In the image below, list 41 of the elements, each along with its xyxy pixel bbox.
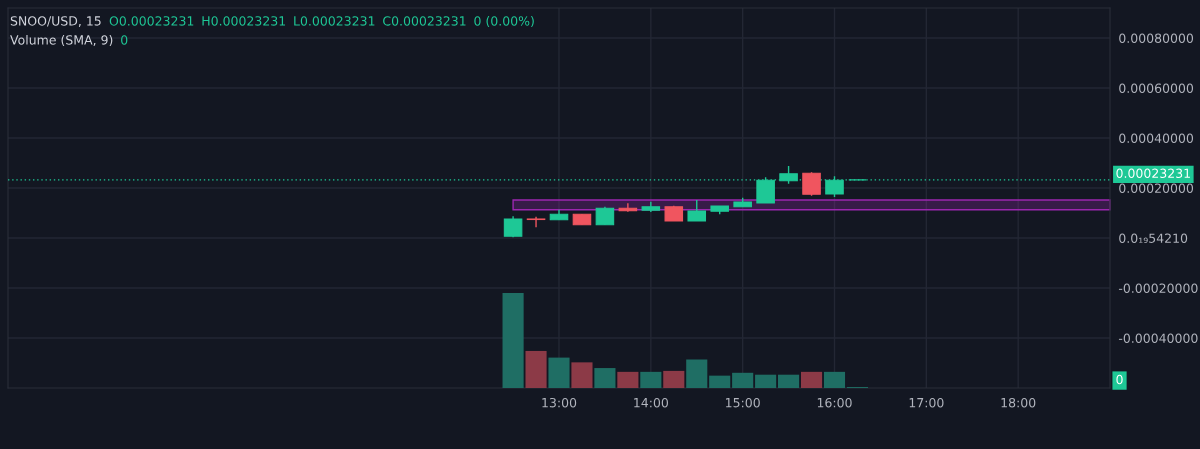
bar: [617, 371, 639, 388]
y-tick-label: 0.00060000: [1119, 83, 1194, 93]
x-tick-label: 17:00: [909, 397, 944, 408]
candlestick: [687, 199, 707, 222]
candlestick: [802, 171, 821, 197]
text: 0: [1116, 374, 1123, 385]
x-tick-label: 14:00: [634, 397, 669, 408]
bar: [732, 372, 754, 388]
bar: [800, 371, 823, 388]
annotation: O0.00023231: [109, 16, 194, 26]
bar: [823, 371, 846, 388]
bar: [525, 350, 547, 388]
annotation: 0: [121, 35, 128, 45]
ref-line-label: 0.00023231: [1116, 168, 1190, 178]
x-tick-label: 15:00: [726, 397, 760, 408]
annotation: H0.00023231: [202, 16, 286, 26]
text: SNOO/USD, 15: [10, 16, 101, 27]
bar: [686, 359, 708, 388]
y-tick-label: 0.00020000: [1119, 183, 1194, 193]
bar: [709, 375, 731, 388]
bar: [594, 368, 616, 388]
bar: [502, 293, 524, 388]
bar: [571, 362, 593, 388]
bar: [778, 374, 800, 388]
y-tick-label: 0.00040000: [1119, 133, 1194, 143]
y-tick-label: -0.00020000: [1118, 283, 1198, 293]
x-tick-label: 16:00: [817, 397, 852, 408]
y-tick-label: 0.00080000: [1119, 33, 1194, 43]
bar: [640, 371, 662, 388]
bar: [755, 374, 777, 388]
x-tick-label: 18:00: [1001, 397, 1036, 408]
chart-title: Volume (SMA, 9): [10, 34, 113, 47]
y-tick-label: -0.00040000: [1118, 333, 1198, 343]
bar: [548, 357, 570, 388]
annotation: 0 (0.00%): [474, 15, 534, 28]
annotation: L0.00023231: [294, 16, 375, 26]
annotation: C0.00023231: [383, 16, 466, 26]
y-tick-label: 0.0₁₉54210: [1119, 233, 1188, 243]
x-tick-label: 13:00: [542, 397, 577, 408]
bar: [663, 370, 685, 388]
candlestick: [526, 216, 546, 228]
